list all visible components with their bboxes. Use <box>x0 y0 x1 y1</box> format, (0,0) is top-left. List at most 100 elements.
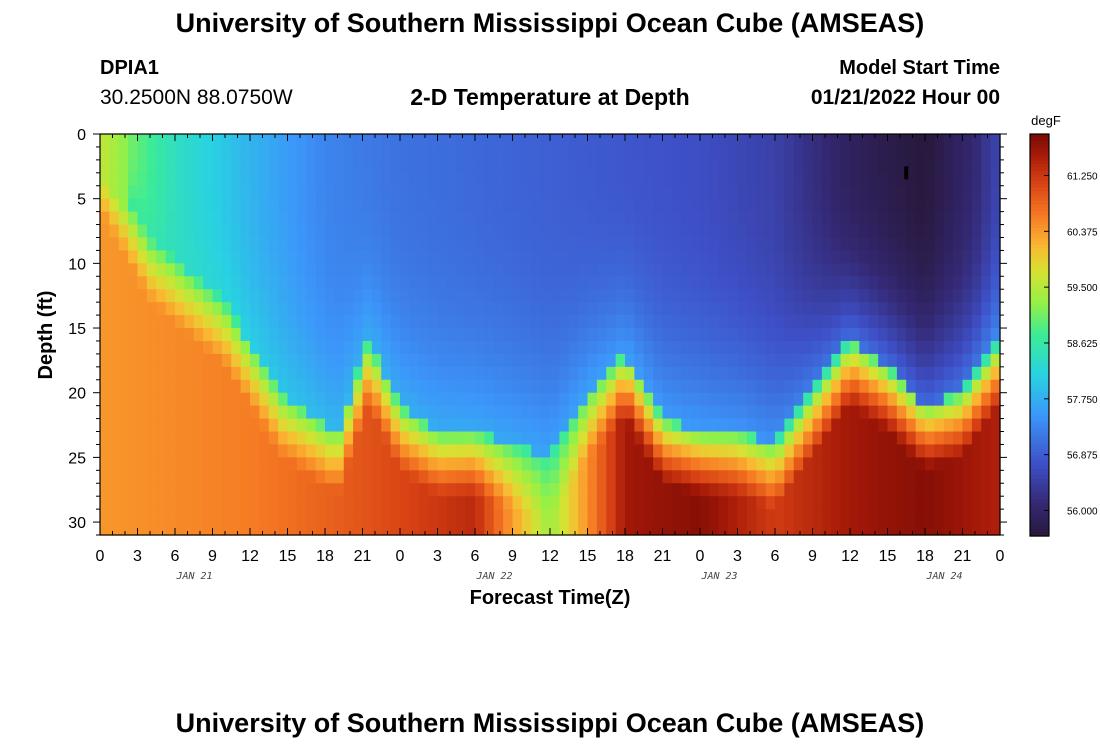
heatmap-cell <box>634 431 645 446</box>
heatmap-cell <box>325 276 335 290</box>
heatmap-cell <box>690 444 701 458</box>
heatmap-cell <box>128 353 139 368</box>
heatmap-cell <box>334 366 345 381</box>
heatmap-cell <box>887 185 898 200</box>
heatmap-cell <box>690 146 701 161</box>
heatmap-cell <box>803 522 814 536</box>
heatmap-cell <box>821 237 832 252</box>
x-tick-label: 18 <box>316 548 334 565</box>
heatmap-cell <box>887 509 898 523</box>
heatmap-cell <box>634 263 645 277</box>
heatmap-cell <box>315 496 326 510</box>
heatmap-cell <box>906 146 917 161</box>
heatmap-cell <box>859 328 870 342</box>
heatmap-cell <box>446 405 457 420</box>
heatmap-cell <box>746 172 757 187</box>
heatmap-cell <box>587 483 598 497</box>
heatmap-cell <box>718 392 729 407</box>
heatmap-cell <box>109 237 120 252</box>
heatmap-cell <box>943 522 954 536</box>
heatmap-cell <box>803 392 814 407</box>
heatmap-cell <box>587 263 598 277</box>
heatmap-cell <box>934 522 945 536</box>
colorbar-segment <box>1030 170 1049 175</box>
heatmap-cell <box>353 276 364 290</box>
heatmap-cell <box>353 353 364 368</box>
x-tick-label: 21 <box>954 548 972 565</box>
heatmap-cell <box>118 211 129 226</box>
heatmap-cell <box>868 509 879 523</box>
heatmap-cell <box>784 353 795 368</box>
heatmap-cell <box>240 159 251 174</box>
heatmap-cell <box>925 379 935 394</box>
heatmap-cell <box>456 457 467 471</box>
heatmap-cell <box>925 340 935 355</box>
heatmap-cell <box>737 159 748 174</box>
heatmap-cell <box>203 340 214 355</box>
heatmap-cell <box>362 250 373 264</box>
heatmap-cell <box>896 353 907 368</box>
heatmap-cell <box>634 405 645 420</box>
x-axis: 0 3 6 9 12 15 18 21 0 3 6 9 12 15 18 21 0 3 6 9 12 15 18 21 0JAN… <box>96 134 1005 582</box>
heatmap-cell <box>381 198 392 213</box>
heatmap-cell <box>362 289 373 303</box>
heatmap-cell <box>868 198 879 213</box>
heatmap-cell <box>353 405 364 420</box>
heatmap-cell <box>784 263 795 277</box>
heatmap-cell <box>943 483 954 497</box>
heatmap-cell <box>137 340 148 355</box>
heatmap-cell <box>765 392 776 407</box>
heatmap-cell <box>971 457 982 471</box>
heatmap-cell <box>146 509 157 523</box>
heatmap-cell <box>643 315 654 329</box>
heatmap-cell <box>718 172 729 187</box>
heatmap-cell <box>540 185 551 200</box>
heatmap-cell <box>475 392 485 407</box>
heatmap-cell <box>821 146 832 161</box>
heatmap-cell <box>971 250 982 264</box>
heatmap-cell <box>981 250 992 264</box>
heatmap-cell <box>437 522 448 536</box>
heatmap-cell <box>690 379 701 394</box>
heatmap-cell <box>671 263 682 277</box>
colorbar-segment <box>1030 288 1049 293</box>
heatmap-cell <box>821 392 832 407</box>
colorbar-segment <box>1030 140 1049 145</box>
heatmap-cell <box>306 211 317 226</box>
heatmap-cell <box>175 159 185 174</box>
heatmap-cell <box>259 470 270 484</box>
heatmap-cell <box>953 457 964 471</box>
heatmap-cell <box>156 289 167 303</box>
heatmap-cell <box>381 509 392 523</box>
colorbar-segment <box>1030 144 1049 148</box>
heatmap-cell <box>803 146 814 161</box>
heatmap-cell <box>812 134 823 148</box>
heatmap-cell <box>165 392 176 407</box>
heatmap-cell <box>859 392 870 407</box>
heatmap-cell <box>615 522 626 536</box>
heatmap-cell <box>446 353 457 368</box>
heatmap-cell <box>484 224 495 239</box>
heatmap-cell <box>793 224 804 239</box>
heatmap-cell <box>400 250 410 264</box>
heatmap-cell <box>231 134 242 148</box>
heatmap-cell <box>400 457 410 471</box>
heatmap-cell <box>109 172 120 187</box>
heatmap-cell <box>109 146 120 161</box>
heatmap-cell <box>493 431 504 446</box>
heatmap-cell <box>943 289 954 303</box>
heatmap-cell <box>746 509 757 523</box>
heatmap-cell <box>118 146 129 161</box>
heatmap-cell <box>315 198 326 213</box>
heatmap-cell <box>484 366 495 381</box>
heatmap-cell <box>671 340 682 355</box>
heatmap-cell <box>475 276 485 290</box>
heatmap-cell <box>409 302 420 316</box>
heatmap-cell <box>446 172 457 187</box>
heatmap-cell <box>231 172 242 187</box>
heatmap-cell <box>428 172 439 187</box>
heatmap-cell <box>184 483 195 497</box>
x-tick-label: 3 <box>133 548 142 565</box>
heatmap-cell <box>681 457 692 471</box>
heatmap-cell <box>137 418 148 433</box>
